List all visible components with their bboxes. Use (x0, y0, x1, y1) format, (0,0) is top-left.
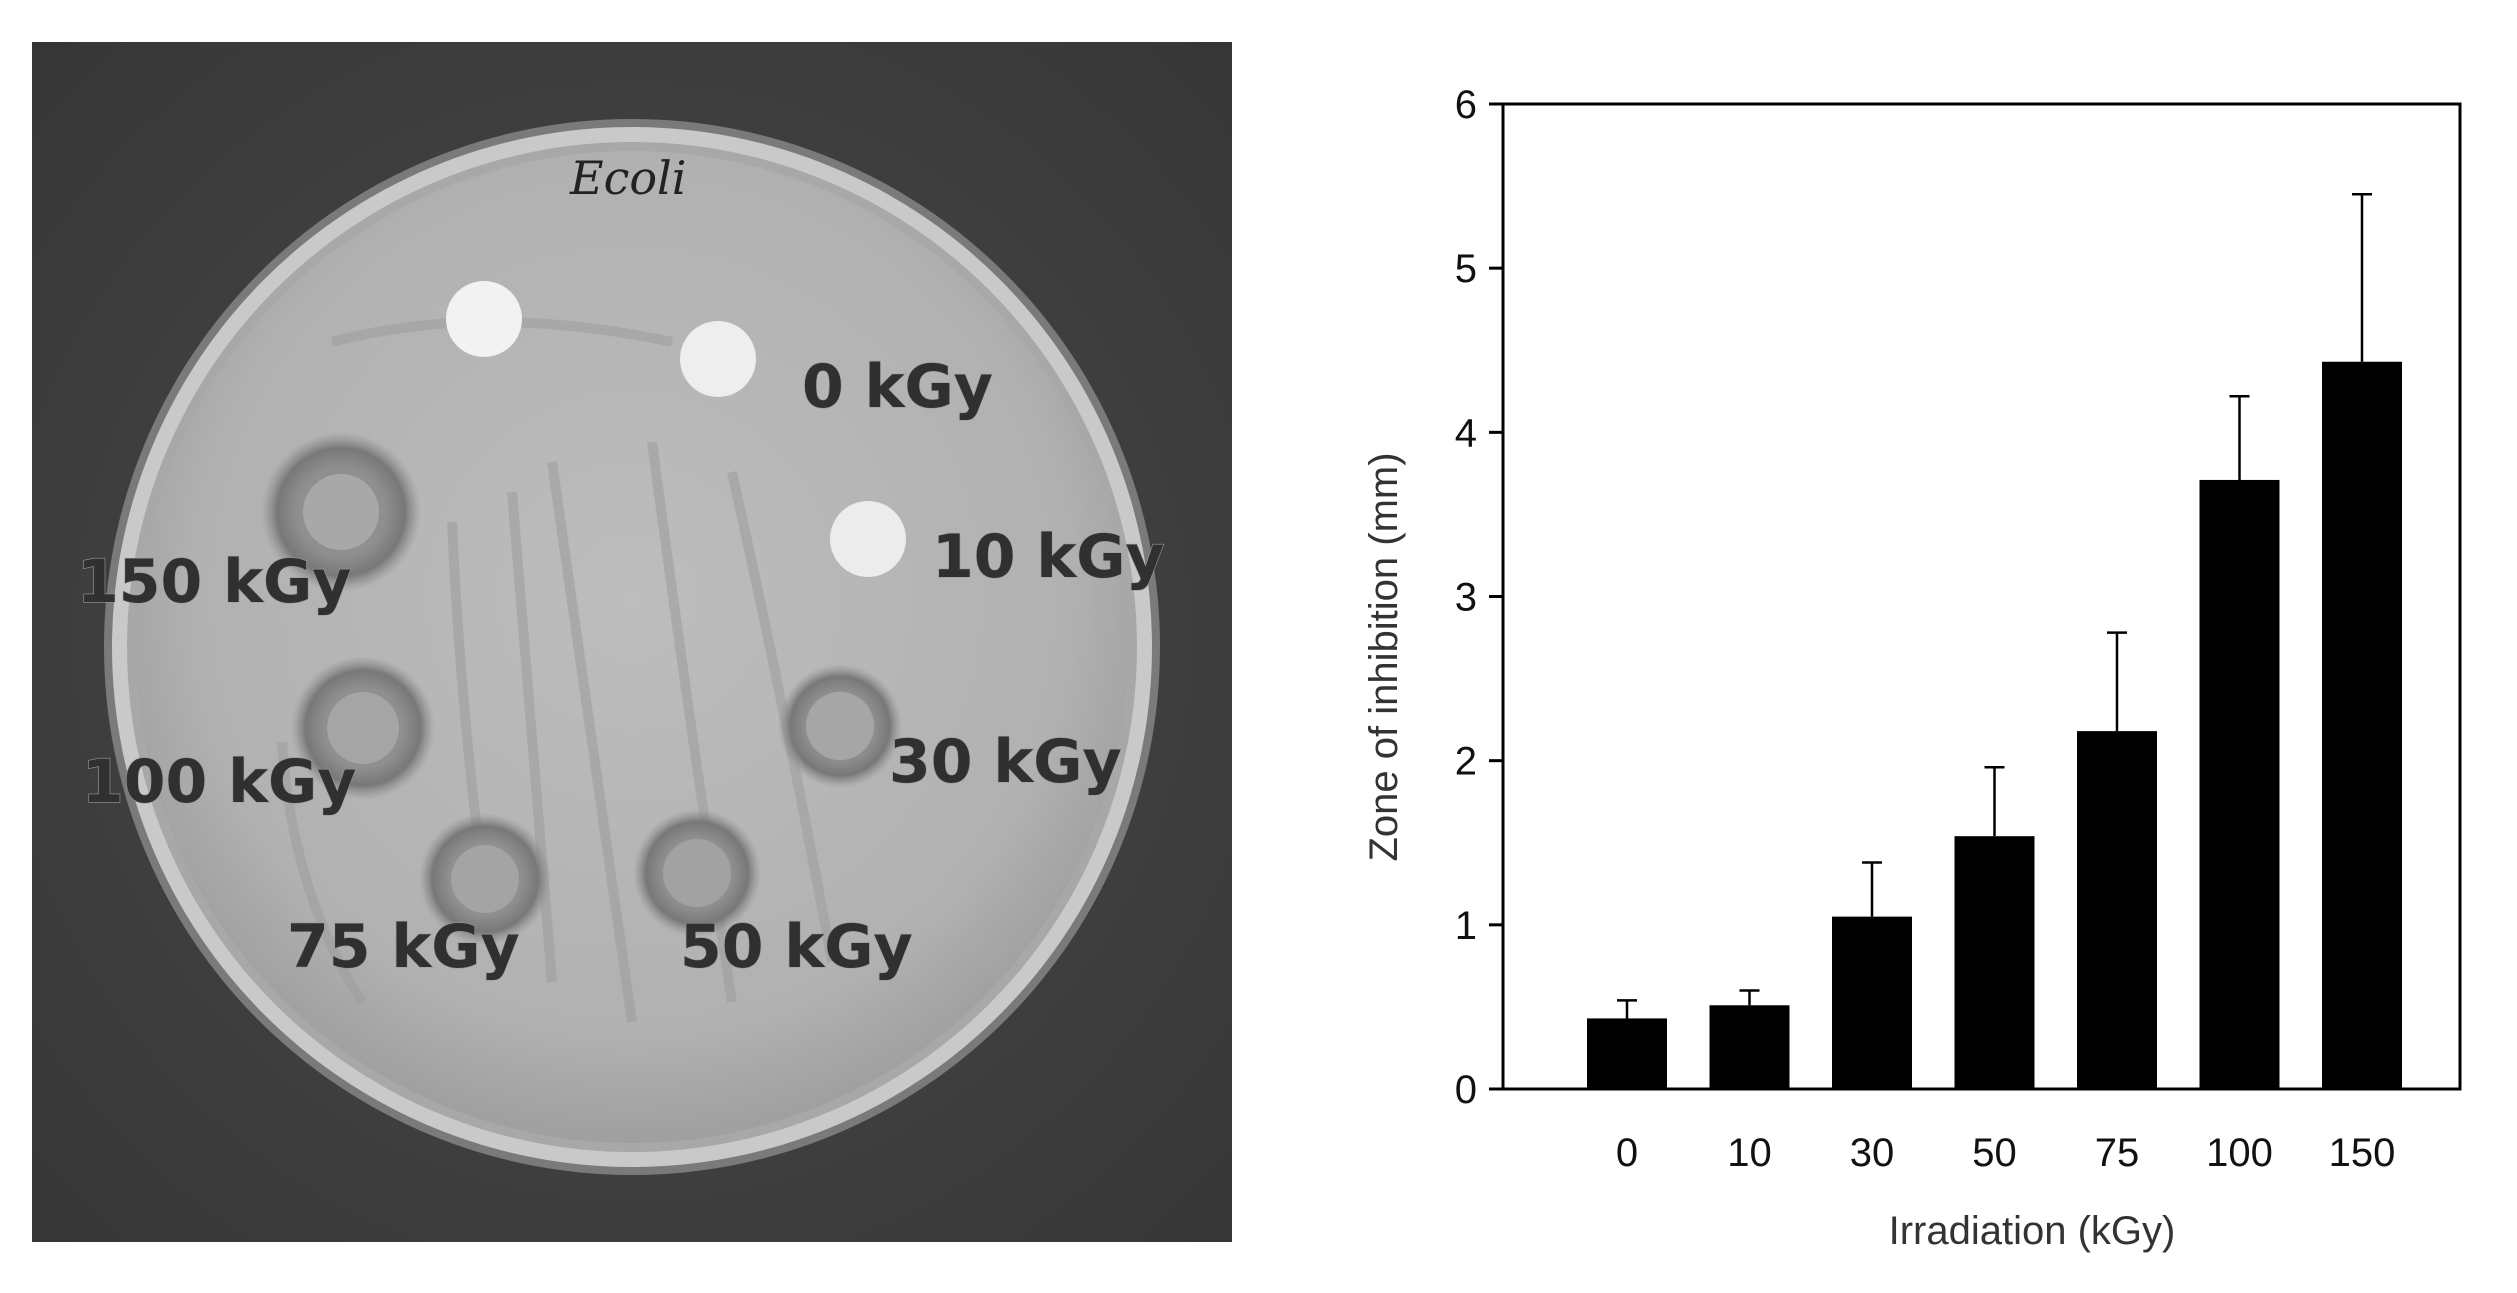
bar (2077, 731, 2157, 1089)
disc-100-kgy (327, 692, 399, 764)
bar (1832, 916, 1912, 1089)
x-tick-label: 150 (2329, 1131, 2396, 1175)
x-tick-label: 100 (2206, 1131, 2273, 1175)
x-tick-label: 10 (1727, 1131, 1772, 1175)
y-axis-label: Zone of inhibition (mm) (1362, 452, 1406, 861)
disc-control (446, 281, 522, 357)
bar (2199, 479, 2280, 1090)
label-10-kgy: 10 kGy (932, 522, 1165, 592)
bar (1954, 836, 2035, 1089)
agar-plate-photo: Ecoli 0 kGy 10 kGy 30 kGy 50 kGy 75 kGy … (32, 42, 1232, 1242)
disc-30-kgy (806, 692, 874, 760)
bar (2322, 361, 2402, 1089)
disc-0-kgy (680, 321, 756, 397)
plot-area: 0 1 2 3 4 5 6 0 10 30 50 75 100 150 (1455, 83, 2462, 1175)
x-axis-label: Irradiation (kGy) (1889, 1209, 2176, 1253)
x-tick-label: 0 (1616, 1131, 1638, 1175)
x-tick-label: 50 (1972, 1131, 2017, 1175)
label-150-kgy: 150 kGy (77, 547, 351, 617)
agar-surface (136, 151, 1128, 1143)
inhibition-bar-chart: 0 1 2 3 4 5 6 0 10 30 50 75 100 150 Zone of inhibitio… (1362, 83, 2462, 1253)
y-tick-label: 1 (1455, 904, 1477, 948)
bar (1709, 1005, 1790, 1089)
disc-150-kgy (303, 474, 379, 550)
label-75-kgy: 75 kGy (287, 912, 520, 982)
disc-75-kgy (451, 845, 519, 913)
disc-50-kgy (663, 839, 731, 907)
y-tick-label: 3 (1455, 576, 1477, 620)
y-tick-label: 2 (1455, 740, 1477, 784)
label-50-kgy: 50 kGy (680, 912, 913, 982)
x-tick-label: 30 (1850, 1131, 1895, 1175)
bar (1587, 1018, 1667, 1089)
y-tick-label: 0 (1455, 1068, 1477, 1112)
label-30-kgy: 30 kGy (889, 727, 1122, 797)
y-tick-label: 6 (1455, 83, 1477, 127)
y-tick-label: 4 (1455, 411, 1477, 455)
x-tick-label: 75 (2095, 1131, 2140, 1175)
label-100-kgy: 100 kGy (82, 747, 356, 817)
plate-handwriting: Ecoli (569, 151, 686, 205)
disc-10-kgy (830, 501, 906, 577)
label-0-kgy: 0 kGy (802, 352, 993, 422)
y-tick-label: 5 (1455, 247, 1477, 291)
